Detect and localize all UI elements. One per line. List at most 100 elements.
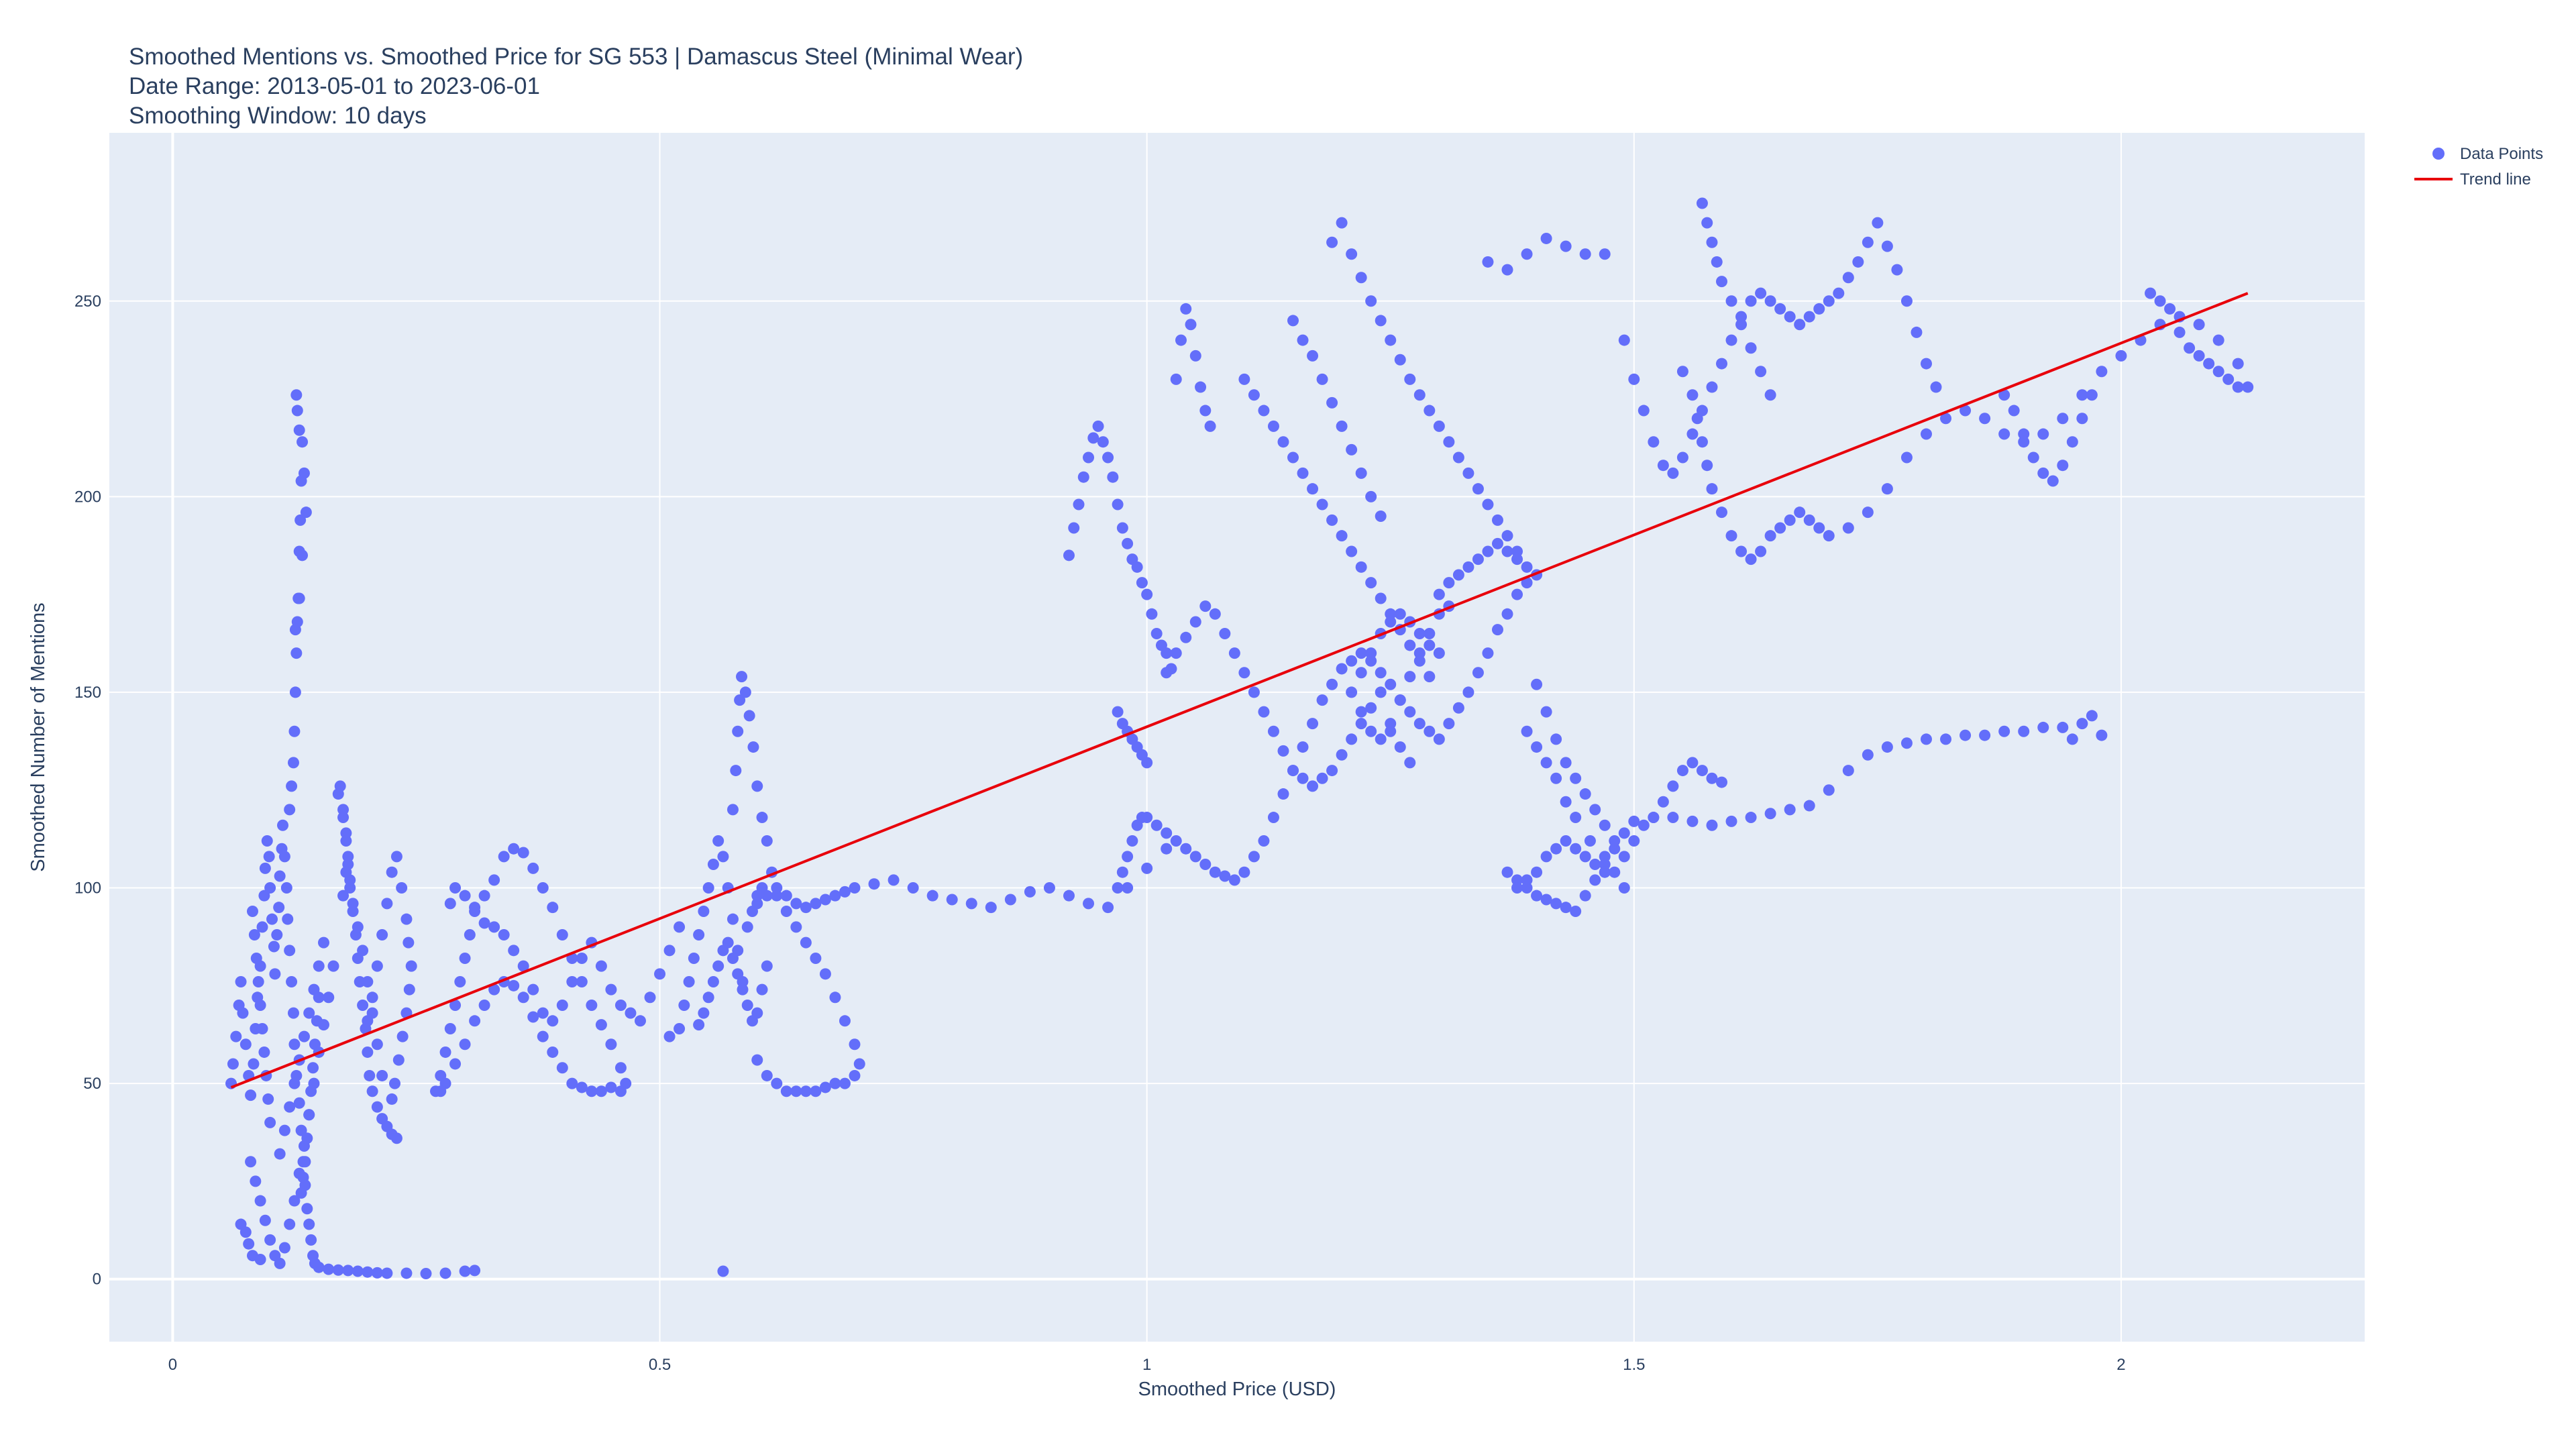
- data-point: [1287, 765, 1299, 776]
- data-point: [279, 1242, 290, 1254]
- data-point: [1774, 303, 1786, 315]
- data-point: [810, 1085, 821, 1097]
- data-point: [625, 1008, 636, 1019]
- data-point: [557, 1062, 568, 1073]
- data-point: [1136, 577, 1148, 588]
- data-point: [1317, 694, 1328, 706]
- data-point: [1585, 835, 1596, 847]
- data-point: [1701, 460, 1713, 471]
- data-point: [1385, 718, 1396, 729]
- data-point: [294, 1097, 305, 1109]
- data-point: [1716, 506, 1727, 518]
- data-point: [771, 882, 782, 894]
- data-point: [1171, 647, 1182, 659]
- data-point: [1375, 733, 1387, 745]
- data-point: [1862, 506, 1874, 518]
- data-point: [1531, 679, 1542, 690]
- data-point: [1185, 319, 1197, 330]
- data-point: [1580, 788, 1591, 800]
- data-point: [284, 1219, 295, 1230]
- data-point: [1784, 311, 1796, 323]
- data-point: [400, 914, 412, 925]
- data-point: [1083, 452, 1094, 464]
- data-point: [790, 921, 802, 932]
- data-point: [586, 1085, 597, 1097]
- data-point: [420, 1268, 431, 1279]
- data-point: [277, 820, 288, 831]
- data-point: [342, 1265, 354, 1276]
- data-point: [727, 914, 739, 925]
- data-point: [264, 851, 275, 862]
- data-point: [1180, 303, 1191, 315]
- data-point: [2047, 476, 2059, 487]
- data-point: [1238, 867, 1250, 878]
- data-point: [1599, 867, 1611, 878]
- data-point: [1395, 608, 1406, 620]
- data-point: [240, 1038, 252, 1050]
- data-point: [488, 921, 500, 932]
- data-point: [736, 671, 747, 682]
- data-point: [1472, 483, 1484, 494]
- data-point: [1248, 851, 1260, 862]
- data-point: [273, 902, 284, 913]
- data-point: [771, 1078, 782, 1089]
- data-point: [1229, 874, 1240, 885]
- data-point: [1434, 647, 1445, 659]
- data-point: [1774, 523, 1786, 534]
- data-point: [318, 937, 329, 949]
- data-point: [790, 898, 802, 909]
- legend-label-data-points[interactable]: Data Points: [2460, 145, 2543, 163]
- data-point: [727, 804, 739, 815]
- data-point: [727, 953, 739, 964]
- data-point: [1356, 561, 1367, 573]
- data-point: [1570, 773, 1581, 784]
- data-point: [1385, 616, 1396, 627]
- data-point: [1122, 538, 1133, 549]
- data-point: [237, 1008, 248, 1019]
- legend-marker-data-points[interactable]: [2432, 148, 2445, 160]
- data-point: [1686, 389, 1698, 400]
- data-point: [1697, 436, 1708, 447]
- data-point: [1190, 616, 1201, 627]
- data-point: [245, 1156, 256, 1167]
- data-point: [288, 726, 300, 737]
- data-point: [1658, 796, 1669, 808]
- data-point: [1268, 812, 1279, 823]
- data-point: [235, 976, 247, 987]
- data-point: [2018, 726, 2029, 737]
- data-point: [1248, 389, 1260, 400]
- data-point: [1268, 421, 1279, 432]
- legend[interactable]: Data Points Trend line: [2414, 145, 2543, 189]
- data-point: [1005, 894, 1016, 906]
- data-point: [547, 1015, 558, 1026]
- data-point: [757, 984, 768, 996]
- data-point: [712, 961, 724, 972]
- data-point: [1117, 523, 1128, 534]
- data-point: [1755, 545, 1766, 557]
- data-point: [2096, 730, 2107, 741]
- data-point: [566, 976, 578, 987]
- data-point: [732, 968, 743, 979]
- data-point: [460, 953, 471, 964]
- legend-label-trend-line[interactable]: Trend line: [2460, 170, 2531, 189]
- data-point: [839, 886, 851, 898]
- data-point: [1502, 545, 1513, 557]
- data-point: [469, 902, 480, 913]
- data-point: [391, 851, 402, 862]
- data-point: [1375, 511, 1387, 522]
- data-point: [1219, 628, 1230, 639]
- data-point: [2194, 319, 2205, 330]
- data-point: [435, 1085, 446, 1097]
- data-point: [1472, 667, 1484, 678]
- data-point: [2233, 382, 2244, 393]
- data-point: [1619, 827, 1630, 839]
- data-point: [1219, 871, 1230, 882]
- data-point: [1307, 780, 1318, 792]
- data-point: [362, 1267, 373, 1278]
- data-point: [284, 1102, 295, 1113]
- data-point: [1424, 671, 1435, 682]
- data-point: [722, 937, 734, 949]
- data-point: [1395, 354, 1406, 366]
- data-point: [376, 1070, 388, 1081]
- data-point: [1112, 499, 1124, 511]
